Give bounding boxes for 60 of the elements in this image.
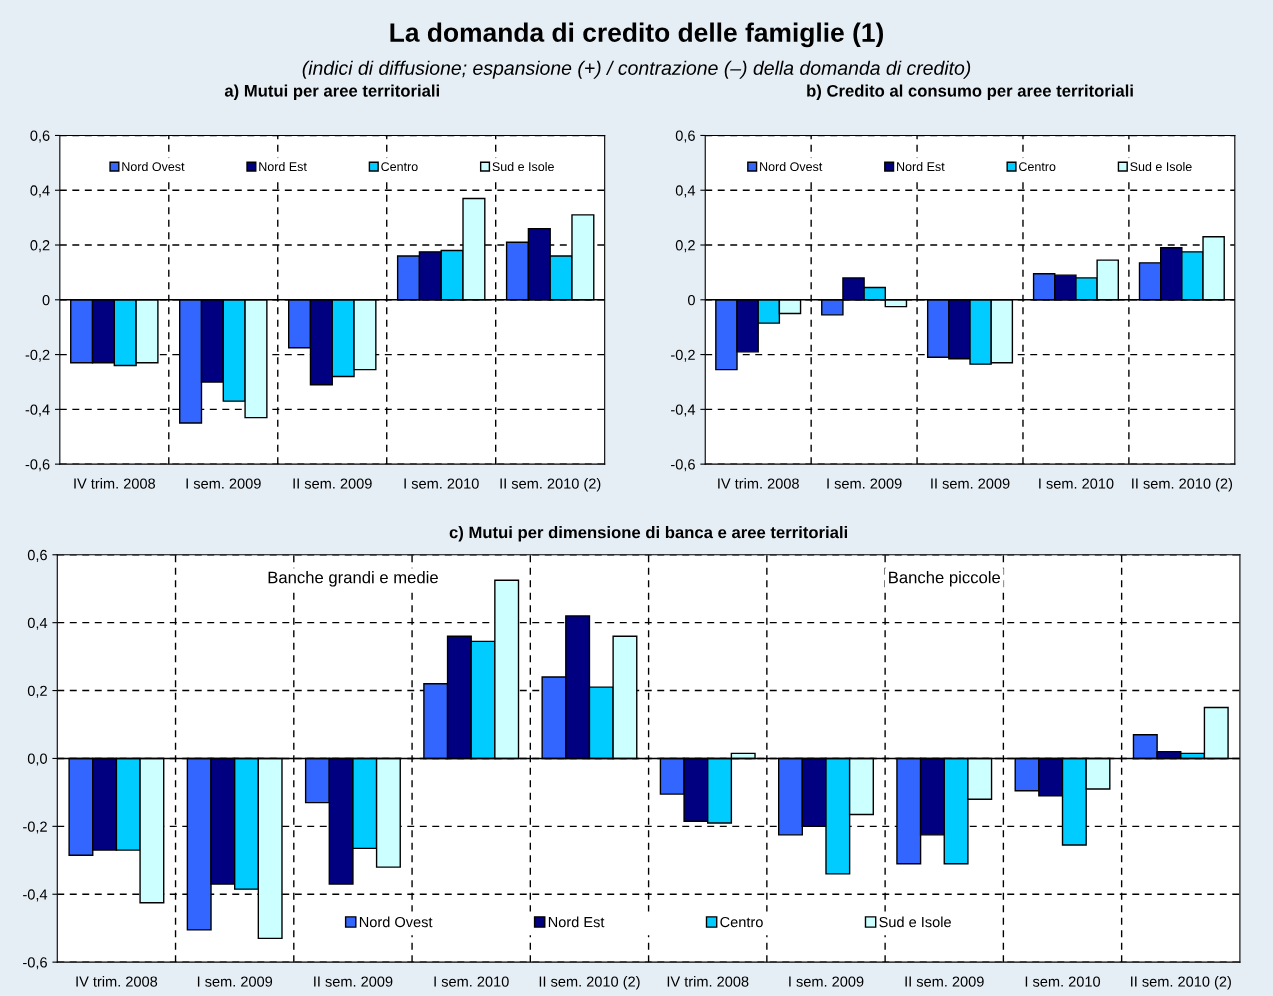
x-tick-label: I sem. 2010 bbox=[434, 976, 509, 987]
y-tick-label: 0 bbox=[687, 294, 695, 306]
x-tick-label: II sem. 2009 bbox=[293, 478, 372, 489]
x-tick-label: II sem. 2010 (2) bbox=[1131, 976, 1231, 990]
y-tick-label: 0,0 bbox=[27, 753, 47, 766]
y-tick-label: 0,2 bbox=[27, 685, 47, 698]
x-tick-label: I sem. 2009 bbox=[789, 976, 864, 987]
x-tick-label: II sem. 2009 bbox=[931, 478, 1010, 489]
chart-title: a) Mutui per aree territoriali bbox=[224, 84, 439, 101]
legend-label: Centro bbox=[720, 916, 763, 928]
y-tick-label: -0,4 bbox=[671, 404, 696, 417]
y-tick-label: -0,4 bbox=[23, 889, 48, 902]
x-tick-label: II sem. 2010 (2) bbox=[539, 976, 640, 990]
legend-label: Nord Ovest bbox=[760, 161, 823, 172]
chart-title: c) Mutui per dimensione di banca e aree territoriali bbox=[449, 526, 848, 542]
y-tick-label: 0,6 bbox=[27, 549, 47, 562]
x-tick-label: I sem. 2010 bbox=[404, 478, 479, 489]
y-tick-label: -0,6 bbox=[671, 459, 695, 472]
y-tick-label: -0,2 bbox=[671, 349, 695, 362]
annotation: Banche grandi e medie bbox=[268, 571, 438, 587]
x-tick-label: I sem. 2009 bbox=[197, 976, 273, 987]
y-tick-label: 0,2 bbox=[30, 240, 50, 253]
x-tick-label: IV trim. 2008 bbox=[667, 976, 749, 987]
legend-label: Sud e Isole bbox=[492, 161, 554, 172]
x-tick-label: IV trim. 2008 bbox=[76, 976, 158, 987]
y-tick-label: -0,6 bbox=[23, 957, 47, 970]
legend-label: Nord Ovest bbox=[122, 161, 185, 172]
x-tick-label: IV trim. 2008 bbox=[74, 478, 156, 489]
y-tick-label: 0,4 bbox=[675, 185, 696, 198]
y-tick-label: 0,4 bbox=[27, 617, 48, 630]
legend-label: Nord Est bbox=[548, 916, 605, 928]
x-tick-label: II sem. 2009 bbox=[905, 976, 984, 987]
x-tick-label: I sem. 2009 bbox=[186, 478, 261, 489]
x-tick-label: II sem. 2009 bbox=[314, 976, 393, 987]
text: La domanda di credito delle famiglie (1) bbox=[390, 22, 884, 48]
legend-label: Centro bbox=[1019, 162, 1056, 172]
x-tick-label: I sem. 2010 bbox=[1025, 976, 1101, 987]
y-tick-label: 0,2 bbox=[675, 240, 695, 253]
text: (indici di diffusione; espansione (+) / contrazione (–) della domanda di credito) bbox=[302, 60, 971, 79]
y-tick-label: 0,4 bbox=[30, 185, 50, 198]
y-tick-label: 0,6 bbox=[675, 130, 695, 143]
y-tick-label: -0,4 bbox=[25, 404, 50, 417]
x-tick-label: IV trim. 2008 bbox=[718, 478, 799, 489]
x-tick-label: I sem. 2009 bbox=[827, 478, 902, 489]
legend-label: Nord Ovest bbox=[359, 916, 433, 928]
x-tick-label: II sem. 2010 (2) bbox=[1132, 478, 1233, 492]
legend-label: Nord Est bbox=[897, 161, 945, 172]
y-tick-label: -0,6 bbox=[25, 459, 50, 472]
x-tick-label: II sem. 2010 (2) bbox=[500, 478, 601, 492]
y-tick-label: 0,6 bbox=[30, 130, 50, 143]
x-tick-label: I sem. 2010 bbox=[1039, 478, 1114, 489]
annotation: Banche piccole bbox=[889, 571, 1001, 587]
y-tick-label: -0,2 bbox=[25, 349, 50, 362]
y-tick-label: -0,2 bbox=[23, 821, 47, 834]
legend-label: Centro bbox=[381, 162, 418, 172]
legend-label: Sud e Isole bbox=[1130, 161, 1192, 172]
legend-label: Sud e Isole bbox=[879, 916, 951, 928]
legend-label: Nord Est bbox=[259, 161, 307, 172]
y-tick-label: 0 bbox=[42, 294, 50, 306]
chart-title: b) Credito al consumo per aree territoriali bbox=[807, 84, 1133, 101]
